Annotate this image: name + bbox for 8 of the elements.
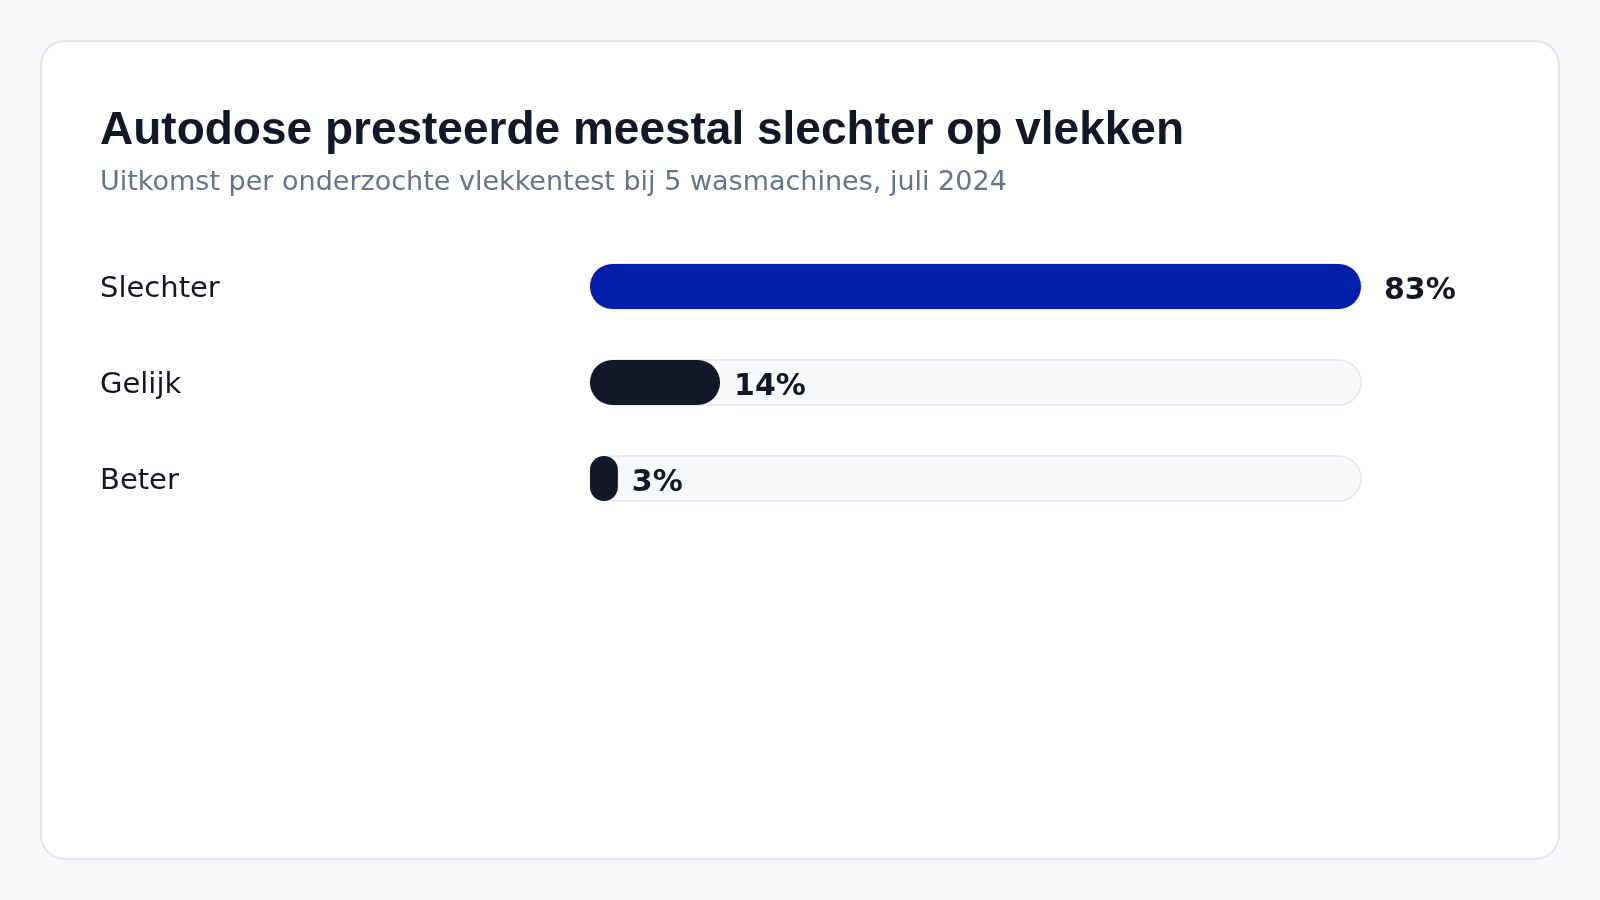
chart-subtitle: Uitkomst per onderzochte vlekkentest bij 5 wasmachines, juli 2024 — [100, 165, 1007, 196]
y-tick-label: Slechter — [100, 269, 220, 304]
data-label: 14% — [734, 366, 806, 402]
chart-title: Autodose presteerde meestal slechter op vlekken — [100, 102, 1184, 154]
data-label: 3% — [631, 462, 683, 498]
y-tick-label: Beter — [100, 461, 179, 496]
data-label: 83% — [1384, 270, 1456, 306]
y-tick-label: Gelijk — [100, 365, 182, 400]
